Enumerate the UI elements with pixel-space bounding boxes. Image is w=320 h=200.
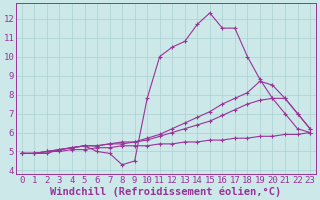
X-axis label: Windchill (Refroidissement éolien,°C): Windchill (Refroidissement éolien,°C) (50, 186, 282, 197)
